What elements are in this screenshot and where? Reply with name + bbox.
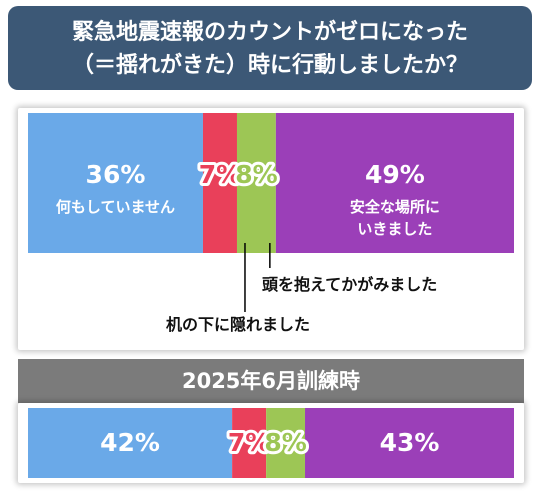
title-line-2: （＝揺れがきた）時に行動しましたか？ bbox=[71, 53, 468, 78]
chart-card-june-drill bbox=[18, 403, 524, 483]
section-header-june-drill: 2025年6月訓練時 bbox=[18, 359, 524, 403]
title-line-1: 緊急地震速報のカウントがゼロになった bbox=[71, 20, 468, 45]
title-banner: 緊急地震速報のカウントがゼロになった （＝揺れがきた）時に行動しましたか？ bbox=[8, 6, 532, 90]
chart-card-current bbox=[18, 108, 524, 350]
